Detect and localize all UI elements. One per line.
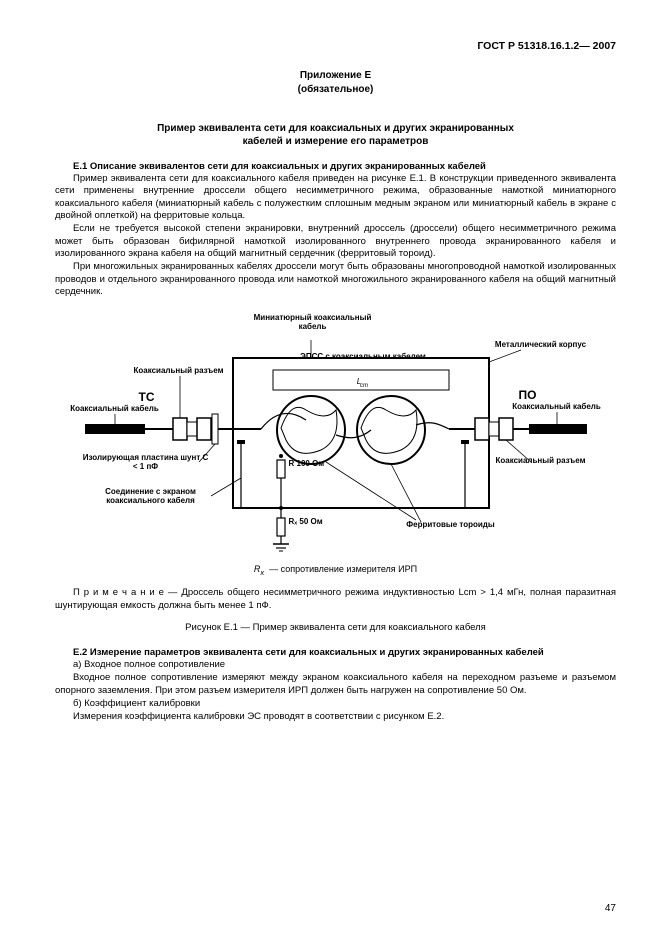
fig-label-toroids: Ферритовые тороиды [381, 520, 521, 529]
annex-mandatory: (обязательное) [55, 84, 616, 95]
e2-item-a: а) Входное полное сопротивление [55, 659, 616, 671]
fig-label-connector-right: Коаксиальный разъем [481, 456, 601, 465]
e1-para1: Пример эквивалента сети для коаксиальног… [55, 173, 616, 222]
annex-header: Приложение Е [55, 70, 616, 81]
page-number: 47 [605, 903, 616, 914]
fig-label-rx50: Rₓ 50 Ом [289, 518, 339, 526]
fig-label-coax-left: Коаксиальный кабель [59, 404, 171, 413]
fig-label-insulator: Изолирующая пластина шунт С < 1 пФ [81, 454, 211, 472]
fig-label-case: Металлический корпус [481, 340, 601, 349]
legend-text: сопротивление измерителя ИРП [281, 564, 417, 574]
fig-label-epss: ЭПСС с коаксиальным кабелем [276, 352, 451, 361]
figure-legend-rx: Rx — сопротивление измерителя ИРП [55, 564, 616, 577]
title-line1: Пример эквивалента сети для коаксиальных… [55, 123, 616, 134]
e2-para2: Измерения коэффициента калибровки ЭС про… [55, 711, 616, 723]
fig-label-connector-left: Коаксиальный разъем [119, 366, 239, 375]
fig-label-mini-cable: Миниатюрный коаксиальный кабель [253, 314, 373, 332]
figure-caption: Рисунок Е.1 — Пример эквивалента сети дл… [55, 622, 616, 633]
document-code: ГОСТ Р 51318.16.1.2— 2007 [55, 40, 616, 52]
svg-text:cm: cm [360, 383, 368, 389]
fig-label-po: ПО [519, 388, 537, 402]
e2-heading: Е.2 Измерение параметров эквивалента сет… [55, 647, 616, 658]
e1-para3: При многожильных экранированных кабелях … [55, 261, 616, 298]
fig-label-coax-right: Коаксиальный кабель [501, 402, 613, 411]
e2-para1: Входное полное сопротивление измеряют ме… [55, 672, 616, 697]
fig-label-r100: R 100 Ом [289, 460, 339, 468]
fig-label-tc: ТС [139, 390, 155, 404]
title-line2: кабелей и измерение его параметров [55, 136, 616, 147]
e2-item-b: б) Коэффициент калибровки [55, 698, 616, 710]
note-text: П р и м е ч а н и е — Дроссель общего не… [55, 587, 616, 612]
e1-heading: Е.1 Описание эквивалентов сети для коакс… [55, 161, 616, 172]
fig-label-shield-conn: Соединение с экраном коаксиального кабел… [81, 488, 221, 506]
e1-para2: Если не требуется высокой степени экрани… [55, 223, 616, 260]
figure-e1: L cm [81, 310, 591, 558]
